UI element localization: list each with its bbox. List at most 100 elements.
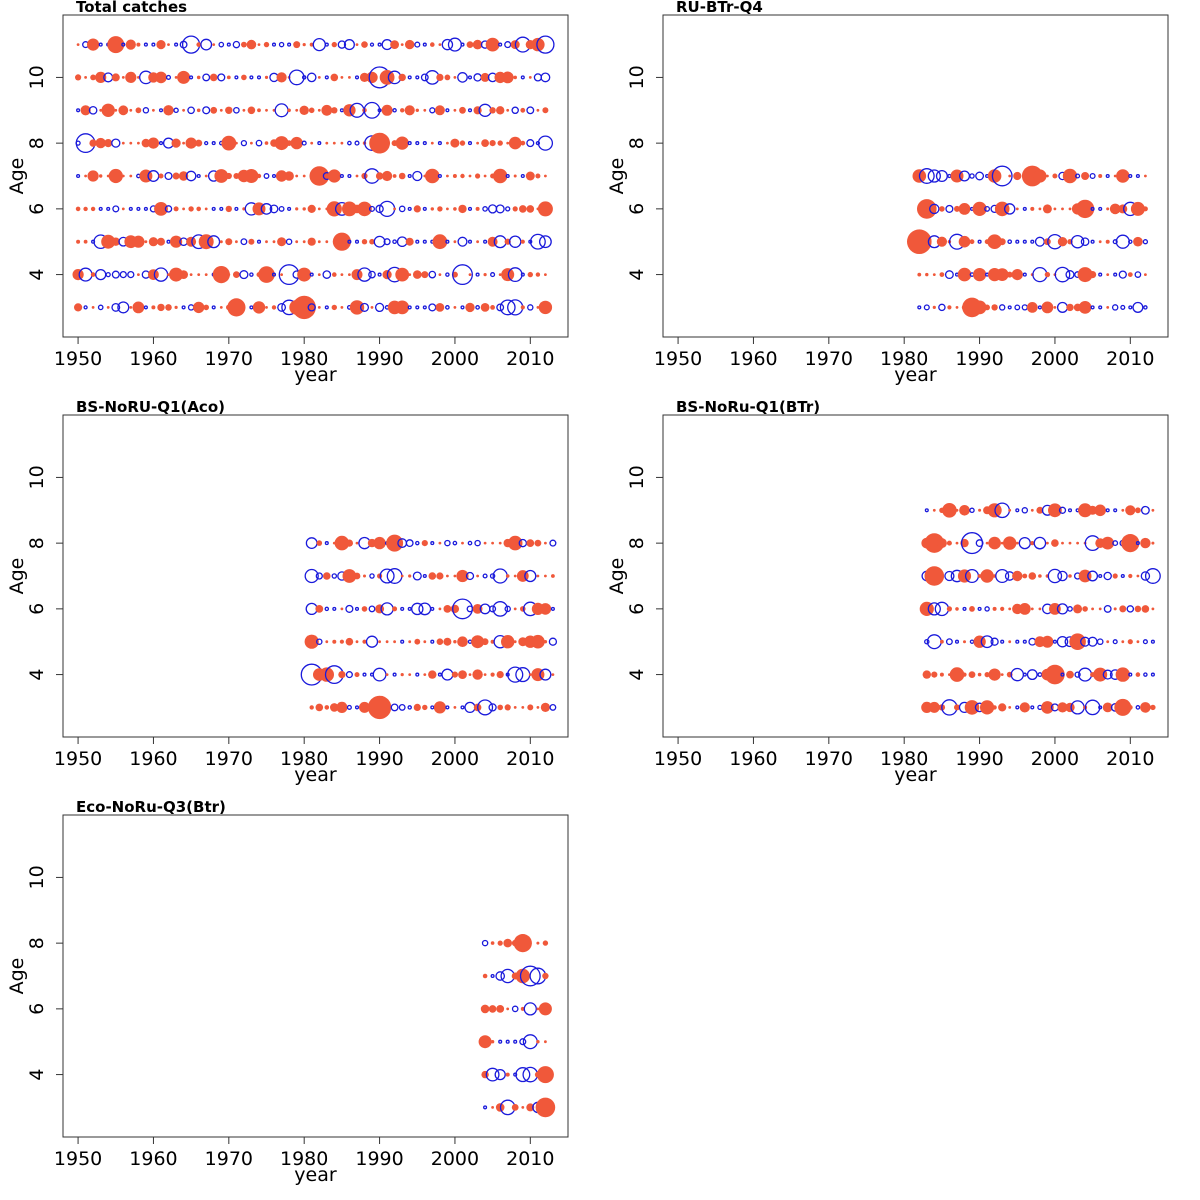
bubble-positive xyxy=(1133,236,1143,247)
bubble-negative xyxy=(1075,173,1081,179)
bubble-positive xyxy=(1066,303,1074,312)
bubble-positive xyxy=(536,1040,540,1044)
bubble-positive xyxy=(121,76,125,79)
bubble-positive xyxy=(461,541,464,545)
bubble-positive xyxy=(453,108,457,112)
bubble-negative xyxy=(1015,639,1020,644)
bubble-positive xyxy=(513,607,517,611)
bubble-negative xyxy=(977,239,982,244)
bubble-positive xyxy=(219,306,223,309)
bubble-positive xyxy=(345,637,354,646)
x-tick-label: 1980 xyxy=(880,748,928,770)
bubble-positive xyxy=(489,107,496,114)
bubble-positive xyxy=(1098,174,1103,178)
bubble-positive xyxy=(277,237,287,247)
bubble-negative xyxy=(1120,573,1125,579)
bubble-negative xyxy=(202,73,211,82)
residual-bubbles xyxy=(907,165,1149,318)
bubble-negative xyxy=(482,206,488,212)
bubble-negative xyxy=(288,69,305,86)
bubble-negative xyxy=(1128,239,1133,244)
bubble-positive xyxy=(520,239,525,244)
bubble-positive xyxy=(458,670,467,679)
bubble-positive xyxy=(343,104,356,117)
bubble-positive xyxy=(1127,705,1133,710)
bubble-negative xyxy=(467,239,473,244)
bubble-negative xyxy=(304,568,319,584)
bubble-positive xyxy=(182,108,186,112)
bubble-positive xyxy=(408,673,412,676)
bubble-positive xyxy=(542,940,549,946)
bubble-positive xyxy=(1030,206,1035,211)
bubble-positive xyxy=(544,574,547,578)
bubble-negative xyxy=(324,42,329,47)
bubble-negative xyxy=(489,573,496,579)
bubble-negative xyxy=(498,1039,503,1044)
bubble-negative xyxy=(460,305,465,310)
bubble-negative xyxy=(1010,667,1025,682)
bubble-negative xyxy=(173,107,179,114)
bubble-positive xyxy=(939,206,945,212)
bubble-positive xyxy=(504,704,511,711)
bubble-positive xyxy=(151,305,156,310)
bubble-positive xyxy=(924,533,945,553)
bubble-negative xyxy=(324,606,330,612)
bubble-positive xyxy=(227,273,231,276)
bubble-positive xyxy=(363,574,366,578)
bubble-positive xyxy=(1144,273,1147,276)
bubble-positive xyxy=(534,539,542,547)
bubble-positive xyxy=(544,1040,547,1044)
bubble-positive xyxy=(525,171,535,181)
bubble-negative xyxy=(98,42,103,47)
bubble-negative xyxy=(181,305,186,310)
bubble-positive xyxy=(197,273,201,276)
bubble-positive xyxy=(1140,537,1151,549)
x-tick-label: 1990 xyxy=(355,348,403,370)
bubble-positive xyxy=(125,39,136,50)
bubble-positive xyxy=(521,706,525,709)
bubble-negative xyxy=(324,541,329,546)
bubble-positive xyxy=(544,541,547,545)
bubble-positive xyxy=(425,168,440,184)
bubble-negative xyxy=(1037,672,1043,678)
bubble-positive xyxy=(453,706,457,709)
bubble-negative xyxy=(1098,305,1103,310)
bubble-negative xyxy=(944,570,955,582)
bubble-negative xyxy=(1057,570,1068,582)
bubble-positive xyxy=(256,173,262,179)
bubble-positive xyxy=(179,270,189,279)
bubble-positive xyxy=(136,42,141,47)
bubble-negative xyxy=(368,605,376,613)
bubble-positive xyxy=(332,141,336,145)
bubble-negative xyxy=(529,233,546,250)
x-tick-label: 1990 xyxy=(355,748,403,770)
bubble-negative xyxy=(954,639,960,644)
bubble-negative xyxy=(218,41,225,48)
bubble-positive xyxy=(988,536,1001,550)
y-tick-label: 6 xyxy=(26,1003,48,1015)
bubble-negative xyxy=(287,42,292,47)
bubble-positive xyxy=(173,206,179,212)
residual-bubbles xyxy=(478,934,556,1118)
bubble-negative xyxy=(483,1105,488,1110)
bubble-negative xyxy=(1096,638,1104,646)
bubble-negative xyxy=(969,507,975,514)
bubble-positive xyxy=(156,40,166,50)
bubble-negative xyxy=(240,238,248,246)
bubble-positive xyxy=(284,171,294,181)
bubble-positive xyxy=(1069,633,1086,650)
bubble-negative xyxy=(269,204,279,214)
bubble-negative xyxy=(362,672,367,677)
bubble-positive xyxy=(1003,536,1017,550)
bubble-negative xyxy=(357,267,372,282)
bubble-positive xyxy=(505,1072,510,1077)
x-tick-label: 1950 xyxy=(654,748,702,770)
bubble-positive xyxy=(348,76,351,79)
bubble-positive xyxy=(382,170,393,182)
bubble-negative xyxy=(935,169,948,183)
y-tick-label: 8 xyxy=(626,137,648,149)
x-tick-label: 1980 xyxy=(280,748,328,770)
bubble-positive xyxy=(241,41,247,48)
bubble-positive xyxy=(1091,607,1094,611)
bubble-positive xyxy=(946,606,953,612)
